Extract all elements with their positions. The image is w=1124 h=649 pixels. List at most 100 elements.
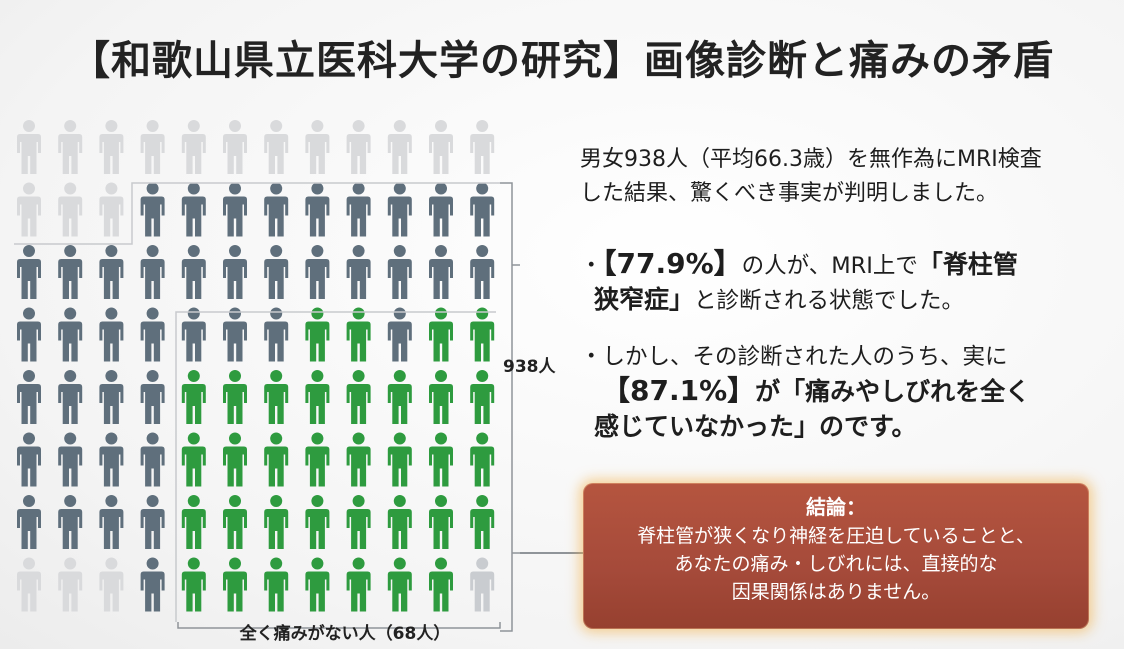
person-not-diagnosed-icon bbox=[470, 120, 495, 174]
person-diagnosed-icon bbox=[305, 182, 330, 237]
person-no-pain-icon bbox=[181, 370, 206, 424]
person-no-pain-icon bbox=[387, 432, 412, 487]
person-diagnosed-icon bbox=[99, 370, 124, 424]
person-diagnosed-icon bbox=[264, 245, 289, 299]
person-no-pain-icon bbox=[181, 557, 206, 612]
person-diagnosed-icon bbox=[58, 307, 83, 362]
person-diagnosed-icon bbox=[140, 182, 165, 237]
conclusion-line-2: あなたの痛み・しびれには、直接的な bbox=[674, 553, 998, 575]
person-no-pain-icon bbox=[429, 307, 453, 362]
person-diagnosed-icon bbox=[17, 370, 41, 424]
person-not-diagnosed-icon bbox=[387, 120, 412, 174]
person-diagnosed-icon bbox=[99, 307, 124, 362]
person-diagnosed-icon bbox=[17, 307, 41, 362]
point-2: ・しかし、その診断された人のうち、実に 【87.1%】が「痛みやしびれを全く 感… bbox=[580, 340, 1090, 445]
person-not-diagnosed-icon bbox=[223, 120, 247, 174]
person-diagnosed-icon bbox=[305, 245, 330, 299]
person-diagnosed-icon bbox=[181, 245, 206, 299]
term-spinal-stenosis-1: 「脊柱管 bbox=[917, 250, 1018, 279]
person-no-pain-icon bbox=[429, 495, 453, 549]
person-not-diagnosed-icon bbox=[99, 120, 124, 174]
person-no-pain-icon bbox=[223, 370, 247, 424]
person-diagnosed-icon bbox=[99, 245, 124, 299]
person-diagnosed-icon bbox=[387, 307, 412, 362]
person-diagnosed-icon bbox=[58, 370, 83, 424]
person-diagnosed-icon bbox=[58, 495, 83, 549]
person-not-diagnosed-icon bbox=[58, 557, 83, 612]
person-diagnosed-icon bbox=[223, 307, 247, 362]
person-diagnosed-icon bbox=[17, 432, 41, 487]
person-not-diagnosed-icon bbox=[58, 120, 83, 174]
person-faint-icon bbox=[470, 557, 495, 612]
person-diagnosed-icon bbox=[470, 245, 495, 299]
person-no-pain-icon bbox=[346, 557, 371, 612]
conclusion-heading: 結論： bbox=[806, 495, 866, 519]
person-no-pain-icon bbox=[346, 495, 371, 549]
person-diagnosed-icon bbox=[264, 307, 289, 362]
person-no-pain-icon bbox=[264, 495, 289, 549]
person-no-pain-icon bbox=[264, 432, 289, 487]
person-diagnosed-icon bbox=[429, 245, 453, 299]
stat-87-1: 【87.1%】 bbox=[602, 374, 756, 407]
person-no-pain-icon bbox=[387, 495, 412, 549]
person-no-pain-icon bbox=[264, 370, 289, 424]
person-not-diagnosed-icon bbox=[99, 557, 124, 612]
person-not-diagnosed-icon bbox=[17, 120, 41, 174]
conclusion-box: 結論： 脊柱管が狭くなり神経を圧迫していることと、 あなたの痛み・しびれには、直… bbox=[583, 483, 1089, 629]
person-diagnosed-icon bbox=[58, 245, 83, 299]
person-no-pain-icon bbox=[387, 370, 412, 424]
point-1-text: の人が、MRI上で bbox=[741, 253, 918, 279]
person-diagnosed-icon bbox=[99, 495, 124, 549]
person-diagnosed-icon bbox=[264, 182, 289, 237]
person-not-diagnosed-icon bbox=[17, 557, 41, 612]
person-diagnosed-icon bbox=[223, 245, 247, 299]
person-diagnosed-icon bbox=[140, 307, 165, 362]
person-no-pain-icon bbox=[346, 307, 371, 362]
person-diagnosed-icon bbox=[58, 432, 83, 487]
person-diagnosed-icon bbox=[346, 245, 371, 299]
person-no-pain-icon bbox=[305, 307, 330, 362]
total-bracket bbox=[500, 182, 513, 632]
person-diagnosed-icon bbox=[387, 245, 412, 299]
person-not-diagnosed-icon bbox=[58, 182, 83, 237]
person-not-diagnosed-icon bbox=[17, 182, 41, 237]
intro-text: 男女938人（平均66.3歳）を無作為にMRI検査 した結果、驚くべき事実が判明… bbox=[580, 143, 1090, 211]
person-diagnosed-icon bbox=[387, 182, 412, 237]
person-no-pain-icon bbox=[387, 557, 412, 612]
person-diagnosed-icon bbox=[140, 245, 165, 299]
person-no-pain-icon bbox=[305, 495, 330, 549]
conclusion-line-3: 因果関係はありません。 bbox=[731, 581, 941, 603]
page-title: 【和歌山県立医科大学の研究】画像診断と痛みの矛盾 bbox=[70, 38, 1054, 84]
point-1: ・【77.9%】の人が、MRI上で「脊柱管 狭窄症」と診断される状態でした。 bbox=[580, 247, 1090, 318]
term-spinal-stenosis-2: 狭窄症」 bbox=[594, 285, 695, 314]
person-not-diagnosed-icon bbox=[429, 120, 453, 174]
term-no-pain: 「痛みやしびれを全く bbox=[780, 377, 1031, 406]
stat-77-9: 【77.9%】 bbox=[602, 247, 742, 280]
person-not-diagnosed-icon bbox=[264, 120, 289, 174]
person-diagnosed-icon bbox=[429, 182, 453, 237]
person-no-pain-icon bbox=[470, 432, 495, 487]
person-no-pain-icon bbox=[429, 432, 453, 487]
person-not-diagnosed-icon bbox=[181, 120, 206, 174]
group-brackets bbox=[14, 182, 520, 632]
point-2-line-1: ・しかし、その診断された人のうち、実に bbox=[580, 344, 1008, 370]
person-diagnosed-icon bbox=[470, 182, 495, 237]
person-diagnosed-icon bbox=[140, 495, 165, 549]
person-diagnosed-icon bbox=[140, 557, 165, 612]
person-not-diagnosed-icon bbox=[140, 120, 165, 174]
point-2-ga: が bbox=[755, 377, 781, 406]
conclusion-line-1: 脊柱管が狭くなり神経を圧迫していることと、 bbox=[637, 525, 1035, 547]
person-no-pain-icon bbox=[223, 557, 247, 612]
intro-line-1: 男女938人（平均66.3歳）を無作為にMRI検査 bbox=[580, 147, 1042, 172]
intro-line-2: した結果、驚くべき事実が判明しました。 bbox=[580, 181, 999, 206]
bullet: ・ bbox=[580, 253, 603, 279]
person-no-pain-icon bbox=[181, 432, 206, 487]
person-not-diagnosed-icon bbox=[346, 120, 371, 174]
person-no-pain-icon bbox=[346, 370, 371, 424]
person-not-diagnosed-icon bbox=[99, 182, 124, 237]
person-no-pain-icon bbox=[305, 370, 330, 424]
person-diagnosed-icon bbox=[17, 245, 41, 299]
point-2-line-3: 感じていなかった」のです。 bbox=[580, 410, 1090, 445]
person-no-pain-icon bbox=[181, 495, 206, 549]
person-no-pain-icon bbox=[429, 557, 453, 612]
